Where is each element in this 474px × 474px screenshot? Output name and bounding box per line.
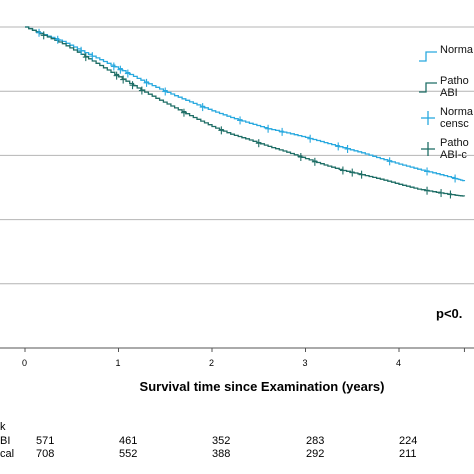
pathological-censor-mark [349,168,356,177]
pathological-censor-mark [218,126,225,135]
normal-censor-mark [279,127,286,136]
legend-label-normal-censored: Norma censc [440,106,474,130]
pathological-censor-mark [113,71,120,80]
pathological-censor-mark [82,53,89,62]
risk-row-pathological: cal 708 552 388 292 211 [0,448,474,461]
legend-swatch-pathological-censor [421,142,435,156]
pathological-survival-curve [25,26,466,197]
pathological-censor-mark [255,139,262,148]
pathological-censor-mark [358,170,365,179]
pathological-censor-mark [447,190,454,199]
risk-count-cell: 283 [306,435,325,447]
risk-count-cell: 552 [119,448,138,460]
risk-count-cell: 708 [36,448,55,460]
normal-censor-mark [424,167,431,176]
pathological-censor-mark [297,153,304,162]
pathological-censor-mark [138,86,145,95]
normal-censor-mark [89,52,96,61]
x-tick-label: 1 [116,358,121,368]
normal-censor-mark [386,157,393,166]
survival-curves [25,26,466,197]
legend: Norma Patho ABI Norma censc Patho ABI-c [414,44,474,168]
pathological-censor-mark [40,31,47,40]
normal-censor-mark [344,144,351,153]
legend-label-normal: Norma [440,44,474,56]
pathological-censor-mark [438,189,445,198]
pathological-censor-mark [129,81,136,90]
x-tick-label: 2 [209,358,214,368]
risk-row-label: cal [0,448,15,460]
pathological-censor-mark [424,186,431,195]
x-tick-labels: 0 1 2 3 4 [22,358,401,368]
risk-table-header: k [0,421,6,433]
x-axis-label: Survival time since Examination (years) [139,379,385,394]
normal-censor-mark [110,62,117,71]
normal-censor-mark [265,124,272,133]
p-value-annotation: p<0. [436,306,463,321]
risk-count-cell: 388 [212,448,231,460]
censor-marks [36,28,459,199]
risk-count-cell: 461 [119,435,138,447]
normal-censor-mark [124,69,131,78]
normal-censor-mark [36,28,43,37]
normal-censor-mark [117,65,124,74]
legend-item-normal-censored: Norma censc [414,106,474,130]
pathological-censor-mark [180,108,187,117]
x-tick-label: 4 [396,358,401,368]
normal-censor-mark [54,35,61,44]
normal-censor-mark [78,46,85,55]
normal-censor-mark [162,87,169,96]
normal-censor-mark [143,78,150,87]
normal-censor-mark [335,142,342,151]
x-tick-label: 0 [22,358,27,368]
pathological-censor-mark [311,157,318,166]
risk-row-normal: BI 571 461 352 283 224 [0,435,474,448]
pathological-censor-mark [339,166,346,175]
normal-censor-mark [237,116,244,125]
pathological-censor-mark [120,75,127,84]
risk-count-cell: 292 [306,448,325,460]
risk-row-label: BI [0,435,11,447]
legend-label-pathological: Patho ABI [440,75,469,99]
legend-item-pathological-censored: Patho ABI-c [414,137,474,161]
normal-censor-mark [307,134,314,143]
normal-censor-mark [452,174,459,183]
legend-item-normal: Norma [414,44,474,68]
gridlines [0,26,474,349]
risk-count-cell: 352 [212,435,231,447]
legend-swatch-pathological-line [419,82,437,93]
legend-item-pathological: Patho ABI [414,75,474,99]
legend-swatch-normal-censor [421,111,435,125]
risk-count-cell: 211 [399,448,417,460]
legend-swatch-normal-line [419,51,437,62]
x-tick-label: 3 [303,358,308,368]
risk-count-cell: 224 [399,435,418,447]
legend-label-pathological-censored: Patho ABI-c [440,137,469,161]
normal-censor-mark [199,103,206,112]
x-axis [0,347,474,352]
normal-survival-curve [25,26,466,182]
risk-count-cell: 571 [36,435,55,447]
